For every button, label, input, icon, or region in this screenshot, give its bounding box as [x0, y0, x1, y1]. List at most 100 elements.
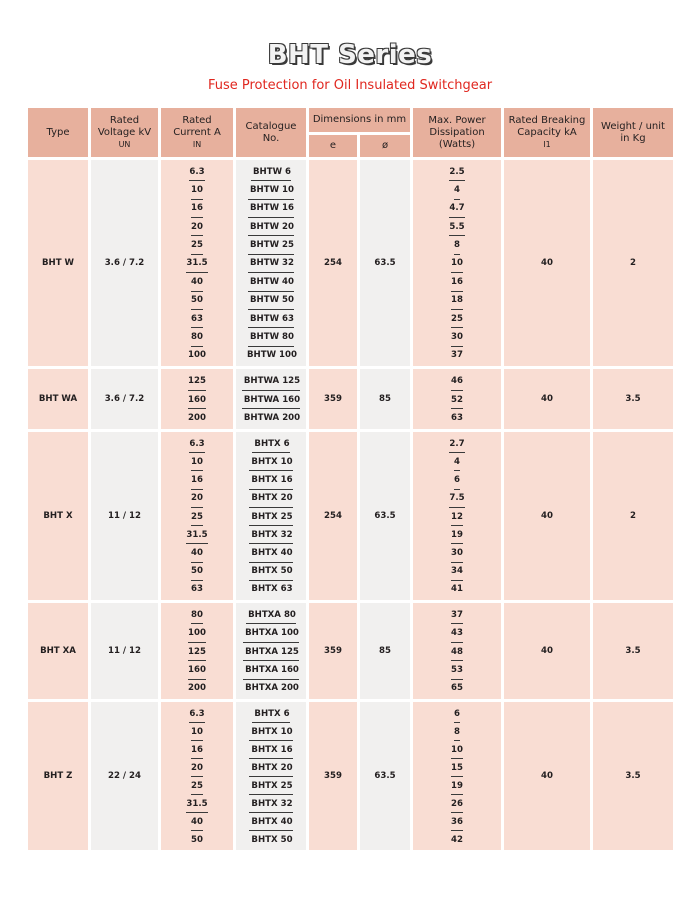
- power-dissipation-item: 41: [451, 584, 463, 595]
- catalogue-number-item: BHTX 32: [249, 795, 293, 813]
- rated-current-item: 25: [191, 508, 203, 527]
- unit-weight-cell: 2: [593, 432, 673, 600]
- unit-weight: 2: [630, 258, 636, 268]
- rated-current-item: 6.3: [189, 163, 205, 182]
- dimension-e: 359: [324, 646, 342, 656]
- rated-current-item: 200: [188, 683, 206, 694]
- catalogue-number-list: BHTX 6 BHTX 10 BHTX 16 BHTX 20 BHTX 25 BHTX 3…: [236, 702, 306, 850]
- header-dimensions-label: Dimensions in mm: [312, 114, 407, 125]
- page-subtitle: Fuse Protection for Oil Insulated Switch…: [207, 78, 493, 93]
- catalogue-number-item: BHTW 80: [247, 328, 295, 347]
- catalogue-number-item: BHTX 6: [252, 705, 290, 723]
- dimension-e: 254: [324, 511, 342, 521]
- catalogue-number-item: BHTW 6: [250, 163, 292, 182]
- rated-current-item: 10: [191, 453, 203, 472]
- catalogue-number-item: BHTWA 200: [243, 413, 301, 424]
- catalogue-number-item: BHTW 32: [247, 255, 295, 274]
- rated-current-list: 6.3 10 16 20 25 31.5 40 50 63 80 100: [161, 160, 233, 366]
- dimension-e-cell: 254: [309, 432, 357, 600]
- power-dissipation-item: 25: [451, 310, 463, 329]
- dimension-e-cell: 359: [309, 603, 357, 699]
- header-power-label: Max. Power Dissipation (Watts): [428, 114, 486, 150]
- rated-current-item: 50: [191, 834, 203, 845]
- power-dissipation-item: 37: [451, 606, 463, 625]
- header-weight: Weight / unit in Kg: [593, 108, 673, 157]
- rated-current-item: 160: [188, 391, 206, 410]
- power-dissipation-item: 8: [454, 236, 460, 255]
- catalogue-number-item: BHTX 16: [249, 741, 293, 759]
- header-weight-label: Weight / unit in Kg: [601, 120, 665, 144]
- dimension-diameter: 85: [379, 646, 391, 656]
- power-dissipation-item: 16: [451, 273, 463, 292]
- catalogue-number-item: BHTX 25: [249, 777, 293, 795]
- catalogue-number-item: BHTX 20: [249, 759, 293, 777]
- power-dissipation-list: 37 43 48 53 65: [413, 603, 501, 699]
- catalogue-number-item: BHTX 40: [249, 813, 293, 831]
- catalogue-number-list: BHTXA 80 BHTXA 100 BHTXA 125 BHTXA 160 BHTXA…: [236, 603, 306, 699]
- power-dissipation-item: 37: [451, 350, 463, 361]
- fuse-type-cell: BHT W: [28, 160, 88, 366]
- rated-current-item: 160: [188, 661, 206, 680]
- catalogue-number-item: BHTXA 125: [243, 643, 299, 662]
- fuse-type: BHT W: [41, 258, 75, 268]
- unit-weight: 2: [630, 511, 636, 521]
- power-dissipation-item: 15: [451, 759, 463, 777]
- header-breaking: Rated Breaking Capacity kA I1: [504, 108, 590, 157]
- catalogue-number-item: BHTW 25: [247, 236, 295, 255]
- rated-current-item: 63: [191, 584, 203, 595]
- rated-voltage: 11 / 12: [107, 511, 142, 521]
- rated-current-item: 100: [188, 624, 206, 643]
- rated-current-list: 80 100 125 160 200: [161, 603, 233, 699]
- catalogue-number-item: BHTX 10: [249, 723, 293, 741]
- power-dissipation-item: 34: [451, 563, 463, 581]
- power-dissipation-item: 6: [454, 705, 460, 723]
- breaking-capacity-cell: 40: [504, 702, 590, 850]
- catalogue-number-item: BHTX 25: [249, 508, 293, 527]
- unit-weight: 3.5: [625, 646, 641, 656]
- rated-current-item: 25: [191, 777, 203, 795]
- rated-current-item: 20: [191, 759, 203, 777]
- rated-voltage: 3.6 / 7.2: [104, 394, 145, 404]
- catalogue-number-item: BHTX 10: [249, 453, 293, 472]
- power-dissipation-item: 2.5: [449, 163, 465, 182]
- catalogue-number-item: BHTXA 100: [243, 624, 299, 643]
- breaking-capacity: 40: [541, 394, 553, 404]
- catalogue-number-list: BHTW 6 BHTW 10 BHTW 16 BHTW 20 BHTW 25 BHTW 3…: [236, 160, 306, 366]
- rated-current-item: 40: [191, 544, 203, 563]
- rated-current-item: 50: [191, 292, 203, 310]
- unit-weight: 3.5: [625, 394, 641, 404]
- rated-current-item: 6.3: [189, 435, 205, 454]
- unit-weight: 3.5: [625, 771, 641, 781]
- header-current: Rated Current A IN: [161, 108, 233, 157]
- header-type: Type: [28, 108, 88, 157]
- power-dissipation-item: 2.7: [449, 435, 465, 454]
- rated-current-item: 200: [188, 413, 206, 424]
- power-dissipation-list: 2.5 4 4.7 5.5 8 10 16 18 25 30 37: [413, 160, 501, 366]
- power-dissipation-item: 4: [454, 453, 460, 472]
- power-dissipation-item: 52: [451, 391, 463, 410]
- breaking-capacity-cell: 40: [504, 369, 590, 429]
- rated-current-item: 125: [188, 372, 206, 391]
- power-dissipation-item: 30: [451, 544, 463, 563]
- breaking-capacity-cell: 40: [504, 432, 590, 600]
- power-dissipation-item: 53: [451, 661, 463, 680]
- catalogue-number-item: BHTWA 160: [241, 391, 301, 410]
- rated-voltage: 11 / 12: [107, 646, 142, 656]
- rated-current-item: 31.5: [186, 795, 208, 813]
- header-dim-phi: ø: [360, 135, 410, 157]
- power-dissipation-item: 46: [451, 372, 463, 391]
- catalogue-number-item: BHTW 50: [247, 292, 295, 310]
- rated-current-list: 125 160 200: [161, 369, 233, 429]
- dimension-diameter-cell: 85: [360, 603, 410, 699]
- dimension-e: 359: [324, 771, 342, 781]
- power-dissipation-item: 19: [451, 526, 463, 545]
- power-dissipation-item: 10: [451, 255, 463, 274]
- power-dissipation-item: 10: [451, 741, 463, 759]
- catalogue-number-item: BHTX 6: [252, 435, 290, 454]
- power-dissipation-item: 48: [451, 643, 463, 662]
- rated-current-item: 20: [191, 490, 203, 508]
- rated-current-item: 31.5: [186, 255, 208, 274]
- rated-voltage: 3.6 / 7.2: [104, 258, 145, 268]
- dimension-diameter-cell: 63.5: [360, 702, 410, 850]
- catalogue-number-item: BHTXA 80: [246, 606, 296, 625]
